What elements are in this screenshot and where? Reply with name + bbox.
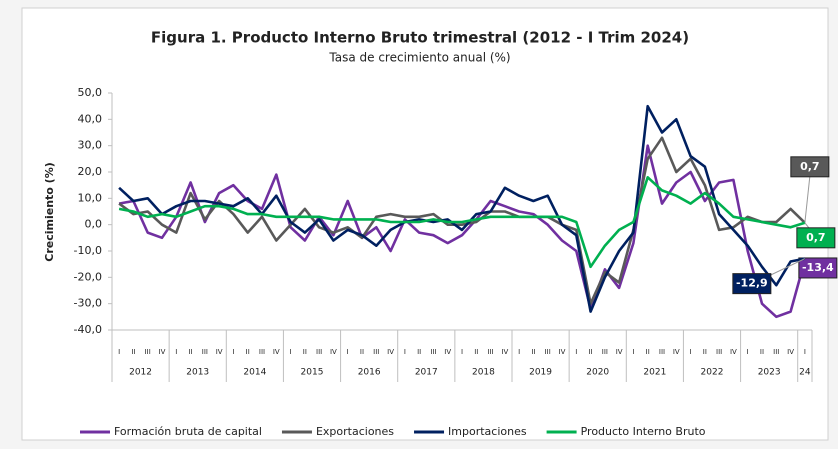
x-tick-label: II	[589, 348, 593, 356]
year-label: 2018	[472, 368, 495, 378]
data-label: -12,9	[736, 277, 768, 290]
x-tick-label: IV	[616, 348, 623, 356]
year-label: 2020	[586, 368, 609, 378]
x-tick-label: III	[659, 348, 665, 356]
x-tick-label: III	[259, 348, 265, 356]
x-tick-label: I	[461, 348, 463, 356]
y-tick-label: -10,0	[74, 244, 102, 257]
x-tick-label: III	[602, 348, 608, 356]
legend-label: Importaciones	[448, 425, 527, 438]
x-tick-label: III	[716, 348, 722, 356]
year-label: 2015	[301, 368, 324, 378]
year-label: 2019	[529, 368, 552, 378]
x-tick-label: II	[760, 348, 764, 356]
x-tick-label: IV	[501, 348, 508, 356]
series-line	[118, 176, 806, 269]
y-tick-label: 50,0	[78, 86, 103, 99]
x-tick-label: III	[430, 348, 436, 356]
x-tick-label: I	[518, 348, 520, 356]
x-tick-label: I	[632, 348, 634, 356]
x-tick-label: IV	[273, 348, 280, 356]
x-tick-label: I	[404, 348, 406, 356]
x-tick-label: II	[417, 348, 421, 356]
x-tick-label: I	[175, 348, 177, 356]
x-tick-label: II	[703, 348, 707, 356]
data-label-box	[732, 273, 772, 295]
x-tick-label: IV	[159, 348, 166, 356]
x-tick-label: III	[202, 348, 208, 356]
chart-subtitle: Tasa de crecimiento anual (%)	[328, 51, 510, 65]
y-tick-label: -30,0	[74, 297, 102, 310]
series-line	[118, 104, 806, 313]
x-tick-label: I	[290, 348, 292, 356]
y-tick-label: 30,0	[78, 139, 103, 152]
data-label: -13,4	[802, 261, 834, 274]
x-tick-label: IV	[730, 348, 737, 356]
x-tick-label: II	[131, 348, 135, 356]
x-tick-label: IV	[216, 348, 223, 356]
x-tick-label: I	[232, 348, 234, 356]
year-label: 2013	[186, 368, 209, 378]
y-tick-label: -20,0	[74, 270, 102, 283]
x-tick-label: I	[118, 348, 120, 356]
y-axis-label: Crecimiento (%)	[43, 162, 56, 262]
x-tick-label: III	[316, 348, 322, 356]
x-tick-label: III	[773, 348, 779, 356]
year-label: 2012	[129, 368, 152, 378]
x-tick-label: II	[531, 348, 535, 356]
x-tick-label: IV	[559, 348, 566, 356]
x-tick-label: IV	[787, 348, 794, 356]
y-tick-label: 10,0	[78, 191, 103, 204]
x-tick-label: IV	[673, 348, 680, 356]
x-tick-label: II	[646, 348, 650, 356]
x-tick-label: II	[303, 348, 307, 356]
data-label: 0,7	[806, 231, 826, 244]
x-tick-label: III	[145, 348, 151, 356]
x-tick-label: I	[575, 348, 577, 356]
x-tick-label: III	[373, 348, 379, 356]
legend-label: Formación bruta de capital	[114, 425, 262, 438]
year-label: 2014	[243, 368, 266, 378]
data-label-box	[798, 257, 838, 279]
y-tick-label: -40,0	[74, 323, 102, 336]
chart-title: Figura 1. Producto Interno Bruto trimest…	[151, 29, 689, 47]
year-label: 2023	[758, 368, 781, 378]
year-label: 24	[799, 368, 811, 378]
year-label: 2016	[358, 368, 381, 378]
legend-label: Producto Interno Bruto	[581, 425, 706, 438]
y-tick-label: 40,0	[78, 112, 103, 125]
chart-frame	[21, 7, 829, 441]
x-tick-label: II	[189, 348, 193, 356]
data-label: 0,7	[800, 160, 820, 173]
year-label: 2021	[643, 368, 666, 378]
year-label: 2022	[701, 368, 724, 378]
x-tick-label: II	[360, 348, 364, 356]
year-label: 2017	[415, 368, 438, 378]
x-tick-label: IV	[444, 348, 451, 356]
x-tick-label: IV	[330, 348, 337, 356]
x-tick-label: IV	[387, 348, 394, 356]
data-label-box	[790, 156, 830, 178]
series-line	[118, 136, 806, 305]
y-tick-label: 0,0	[85, 218, 103, 231]
x-tick-label: II	[474, 348, 478, 356]
y-tick-label: 20,0	[78, 165, 103, 178]
x-tick-label: III	[545, 348, 551, 356]
x-tick-label: I	[747, 348, 749, 356]
x-tick-label: II	[246, 348, 250, 356]
x-tick-label: I	[804, 348, 806, 356]
data-label-box	[796, 227, 836, 249]
x-tick-label: III	[487, 348, 493, 356]
series-line	[118, 144, 807, 319]
x-tick-label: I	[347, 348, 349, 356]
legend-label: Exportaciones	[316, 425, 394, 438]
x-tick-label: I	[690, 348, 692, 356]
